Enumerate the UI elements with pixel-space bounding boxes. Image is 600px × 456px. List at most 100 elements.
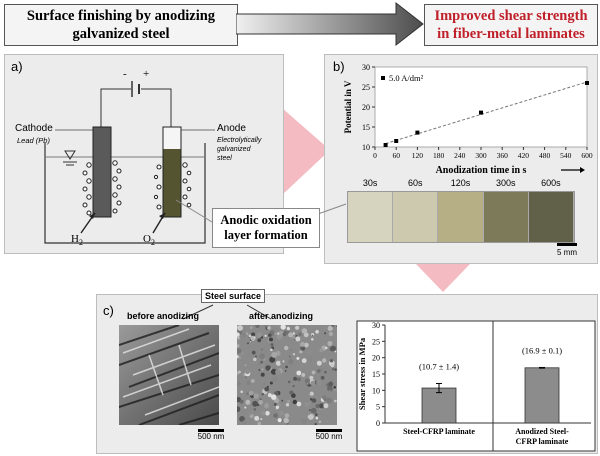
chart1-legend-label: 5.0 A/dm² xyxy=(389,73,424,83)
panel-b: b) 10 15 20 25 30 0 60 120 180 240 300 360 420 480 540… xyxy=(324,54,598,264)
sample-strip: 60s xyxy=(393,178,439,242)
chart1-plot-area xyxy=(374,66,588,148)
cathode-electrode xyxy=(92,126,112,218)
left-title-line2: galvanized steel xyxy=(72,26,170,42)
steel-surface-arrows xyxy=(182,304,272,320)
chart2-ytick-label: 25 xyxy=(372,337,380,346)
chart2-ytick-label: 10 xyxy=(372,386,380,395)
chart1-ytick-label: 10 xyxy=(362,143,370,152)
panel-c-label: c) xyxy=(103,303,114,318)
h2-subscript: 2 xyxy=(78,238,83,248)
chart1-point xyxy=(415,130,420,135)
chart2-value-label: (10.7 ± 1.4) xyxy=(419,361,459,371)
sample-strip: 300s xyxy=(483,178,529,242)
chart2-category-label: CFRP laminate xyxy=(516,437,569,446)
anode-label: Anode xyxy=(217,123,246,134)
chart1-xlabel: Anodization time in s xyxy=(436,165,527,176)
hydrogen-bubbles xyxy=(82,160,122,216)
callout-line2: layer formation xyxy=(224,228,308,242)
chart1-point xyxy=(585,81,589,85)
callout-line1: Anodic oxidation xyxy=(220,213,312,227)
chart1-legend-marker xyxy=(381,76,385,80)
pink-arrow-down xyxy=(416,264,470,292)
scale-bar-5mm: 5 mm xyxy=(551,243,583,257)
anode-material-line1: Electrolytically xyxy=(217,137,262,144)
chart1-xtick-label: 300 xyxy=(475,151,487,160)
chart1-ylabel: Potential in V xyxy=(343,80,353,133)
electrolysis-cell-diagram: - + xyxy=(44,68,215,244)
chart1-xtick-label: 180 xyxy=(433,151,445,160)
right-title-box: Improved shear strength in fiber-metal l… xyxy=(424,4,598,46)
chart2-ylabel: Shear stress in MPa xyxy=(357,337,367,410)
sample-strip-label: 30s xyxy=(362,178,378,188)
chart2-bar xyxy=(524,367,560,424)
right-title-line2: in fiber-metal laminates xyxy=(437,26,585,42)
oxygen-bubbles xyxy=(153,162,192,210)
chart1-ytick-label: 25 xyxy=(362,83,370,92)
chart1-xtick-label: 600 xyxy=(581,151,593,160)
sample-strip-label: 60s xyxy=(408,178,423,188)
sample-strip: 30s xyxy=(348,178,394,242)
header-arrow xyxy=(236,1,424,47)
chart1-ytick-label: 20 xyxy=(362,103,370,112)
left-title-box: Surface finishing by anodizing galvanize… xyxy=(4,4,238,46)
h2-label: H2 xyxy=(71,233,83,247)
sem-image-after xyxy=(237,325,337,425)
o2-subscript: 2 xyxy=(150,238,155,248)
h2-symbol: H xyxy=(71,233,79,245)
shear-stress-chart: 0 5 10 15 20 25 30 (10.7 ± 1.4) Steel-CFRP lamin… xyxy=(356,320,596,452)
o2-symbol: O xyxy=(143,233,151,245)
chart1-xtick-label: 60 xyxy=(392,151,400,160)
right-title-line1: Improved shear strength xyxy=(434,8,588,24)
chart2-value-label: (16.9 ± 0.1) xyxy=(522,345,562,355)
chart2-category-label: Steel-CFRP laminate xyxy=(403,427,475,436)
sample-strip-label: 120s xyxy=(450,178,471,188)
sample-strip-row: 30s 60s 120s 300s 600s xyxy=(347,178,575,243)
before-anodizing-label: before anodizing xyxy=(127,311,199,321)
panel-b-label: b) xyxy=(333,59,345,74)
chart1-xtick-label: 0 xyxy=(373,151,377,160)
chart1-point xyxy=(383,143,388,147)
callout-box: Anodic oxidation layer formation xyxy=(212,208,320,248)
chart2-category-label: Anodized Steel- xyxy=(515,427,569,436)
chart2-ytick-label: 30 xyxy=(372,321,380,330)
chart1-xtick-label: 240 xyxy=(454,151,466,160)
chart1-xtick-label: 360 xyxy=(497,151,509,160)
sample-strip-label: 300s xyxy=(495,178,516,188)
panel-a-label: a) xyxy=(11,59,23,74)
o2-label: O2 xyxy=(143,233,155,247)
chart1-ytick-label: 15 xyxy=(362,123,370,132)
chart2-ytick-label: 0 xyxy=(376,419,380,428)
scale-bar-before: 500 nm xyxy=(191,429,231,441)
chart1-xtick-label: 420 xyxy=(518,151,530,160)
plus-sign: + xyxy=(143,68,149,80)
scale-bar-after-label: 500 nm xyxy=(315,432,343,441)
chart2-ytick-label: 15 xyxy=(372,370,380,379)
chart1-xtick-label: 540 xyxy=(560,151,572,160)
sample-strip: 600s xyxy=(528,178,575,242)
chart1-xlabel-arrowhead xyxy=(580,167,585,173)
cathode-label: Cathode xyxy=(15,123,53,134)
left-title-line1: Surface finishing by anodizing xyxy=(26,8,216,24)
chart2-ytick-label: 20 xyxy=(372,354,380,363)
sem-image-before xyxy=(119,325,219,425)
chart2-bar xyxy=(421,387,457,424)
chart1-xtick-label: 120 xyxy=(412,151,424,160)
minus-sign: - xyxy=(123,68,127,80)
panel-c: c) Steel surface before anodizing after … xyxy=(96,289,598,454)
steel-surface-label: Steel surface xyxy=(201,289,266,303)
scale-bar-after: 500 nm xyxy=(309,429,349,441)
scale-bar-5mm-label: 5 mm xyxy=(557,248,577,257)
chart1-xtick-label: 480 xyxy=(539,151,551,160)
chart2-ytick-label: 5 xyxy=(376,403,380,412)
scale-bar-before-label: 500 nm xyxy=(197,432,225,441)
sample-strip: 120s xyxy=(438,178,484,242)
chart1-point xyxy=(394,139,399,143)
cathode-material: Lead (Pb) xyxy=(17,136,50,145)
chart1-point xyxy=(479,110,483,115)
anode-material-line2: galvanized xyxy=(217,146,251,153)
anode-material-line3: steel xyxy=(217,155,232,162)
sample-strip-label: 600s xyxy=(541,178,561,188)
